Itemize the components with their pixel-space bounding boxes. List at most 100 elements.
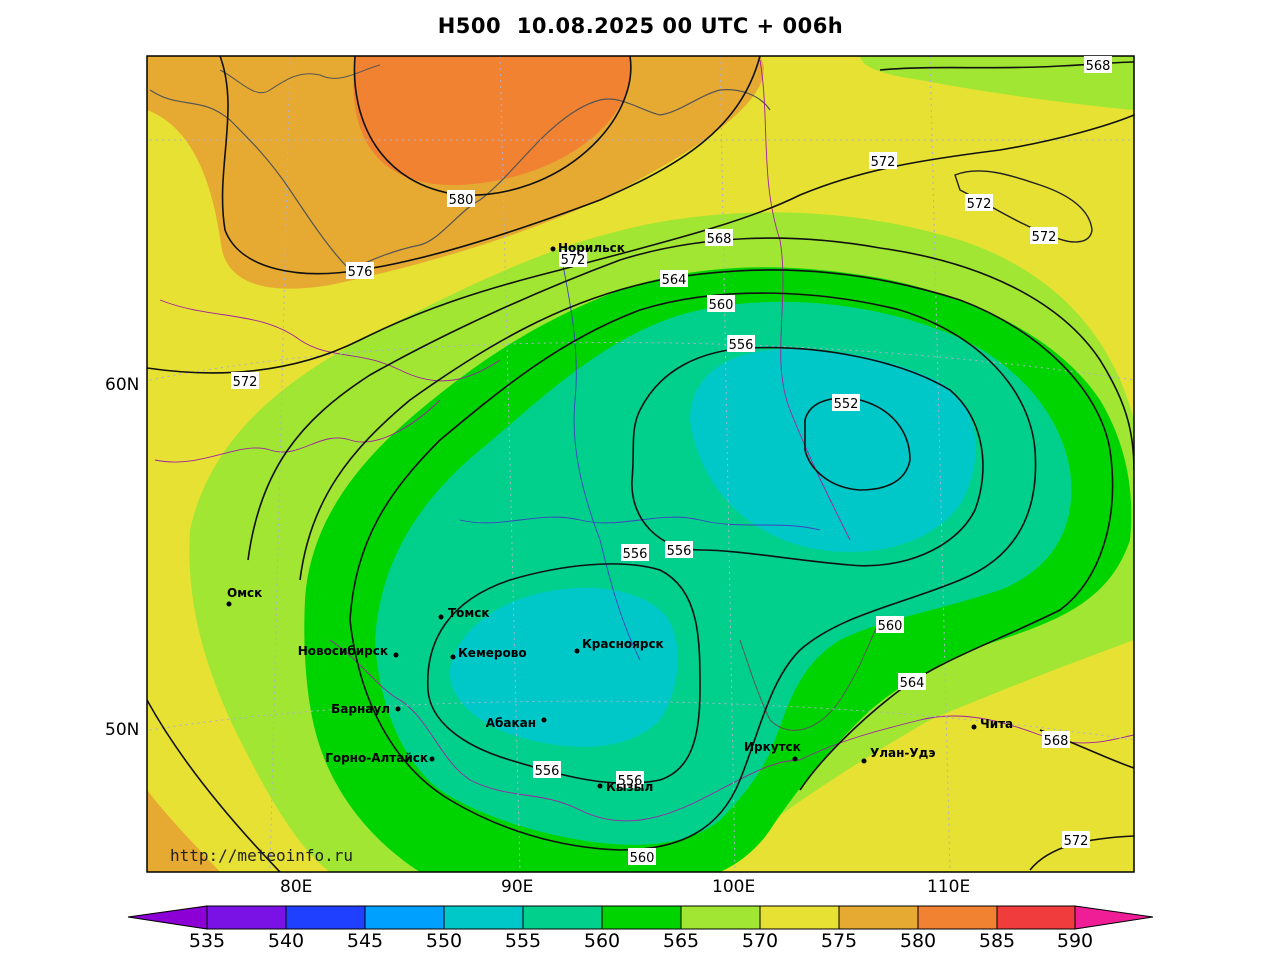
svg-text:Норильск: Норильск <box>558 241 625 255</box>
fill-band-ne-565-570 <box>860 56 1134 110</box>
contour-572-north <box>147 114 1134 374</box>
colorbar-label: 585 <box>978 930 1016 952</box>
fill-band-sw-575-580 <box>147 790 220 872</box>
svg-text:Чита: Чита <box>980 717 1013 731</box>
contour-label: 564 <box>660 270 688 288</box>
contour-label: 572 <box>231 372 259 390</box>
contour-560 <box>349 292 1037 851</box>
colorbar-segment <box>364 905 445 930</box>
contour-label: 568 <box>1042 731 1070 749</box>
svg-text:560: 560 <box>709 298 734 313</box>
svg-text:Горно-Алтайск: Горно-Алтайск <box>325 751 428 765</box>
colorbar-label: 560 <box>583 930 621 952</box>
colorbar-segment <box>206 905 287 930</box>
contour-576 <box>219 56 761 275</box>
colorbar-extend-high <box>1074 905 1154 930</box>
contour-556-south <box>427 563 701 785</box>
geopotential-field <box>147 56 1134 872</box>
svg-text:Томск: Томск <box>448 606 490 620</box>
geography-layer <box>149 56 1134 872</box>
city-kyzyl: Кызыл <box>597 780 653 794</box>
colorbar-segment <box>680 905 761 930</box>
city-kemerovo: Кемерово <box>450 646 527 660</box>
contour-label: 572 <box>1030 227 1058 245</box>
lat-label-60n: 60N <box>105 375 140 395</box>
contour-labels: 580 576 572 572 572 572 572 572 568 568 … <box>231 56 1112 866</box>
colorbar-segment <box>996 905 1076 930</box>
lon-label-80e: 80E <box>280 877 313 897</box>
contour-label: 556 <box>621 544 649 562</box>
svg-text:Иркутск: Иркутск <box>744 740 801 754</box>
svg-text:556: 556 <box>618 774 643 789</box>
contour-label: 572 <box>965 194 993 212</box>
contour-label: 552 <box>832 394 860 412</box>
graticule-lat <box>149 139 1134 741</box>
contour-label: 576 <box>346 262 374 280</box>
lon-label-90e: 90E <box>501 877 534 897</box>
colorbar-label: 565 <box>662 930 700 952</box>
svg-text:564: 564 <box>662 273 687 288</box>
city-irkutsk: Иркутск <box>744 740 801 762</box>
map-title: H500 10.08.2025 00 UTC + 006h <box>437 14 844 38</box>
svg-text:Барнаул: Барнаул <box>331 702 390 716</box>
map-frame <box>146 55 1135 873</box>
svg-text:Омск: Омск <box>227 586 262 600</box>
svg-text:Улан-Удэ: Улан-Удэ <box>870 746 935 760</box>
colorbar-label: 590 <box>1056 930 1094 952</box>
svg-text:Кызыл: Кызыл <box>606 780 653 794</box>
contour-island-572 <box>954 170 1093 243</box>
fill-band-se-570-575 <box>940 780 1134 872</box>
svg-text:564: 564 <box>900 676 925 691</box>
admin-border-4 <box>799 715 1134 761</box>
svg-text:580: 580 <box>449 193 474 208</box>
svg-text:556: 556 <box>535 764 560 779</box>
city-abakan: Абакан <box>486 716 547 730</box>
colorbar-label: 545 <box>346 930 384 952</box>
contour-564 <box>299 269 1114 791</box>
contour-label: 560 <box>876 616 904 634</box>
graticule-lon <box>269 56 951 872</box>
svg-text:560: 560 <box>878 619 903 634</box>
city-novosibirsk: Новосибирск <box>298 644 399 658</box>
lon-label-100e: 100E <box>712 877 756 897</box>
admin-border-2 <box>159 299 501 382</box>
colorbar <box>127 905 1154 930</box>
svg-text:572: 572 <box>1032 230 1057 245</box>
city-ulan-ude: Улан-Удэ <box>861 746 935 764</box>
fill-band-550-555-south <box>449 587 678 747</box>
contour-556-north <box>631 346 984 567</box>
contour-label: 560 <box>628 848 656 866</box>
contour-label: 572 <box>1062 831 1090 849</box>
colorbar-segment <box>522 905 603 930</box>
contour-label: 560 <box>707 295 735 313</box>
city-gorno-altaysk: Горно-Алтайск <box>325 751 435 765</box>
coastline-north <box>219 64 381 94</box>
svg-text:Кемерово: Кемерово <box>458 646 527 660</box>
lon-label-110e: 110E <box>927 877 971 897</box>
watermark-url: http://meteoinfo.ru <box>170 846 353 865</box>
contour-label: 572 <box>559 250 587 268</box>
city-chita: Чита <box>971 717 1013 731</box>
svg-text:572: 572 <box>1064 834 1089 849</box>
svg-text:568: 568 <box>707 232 732 247</box>
contour-label: 572 <box>869 152 897 170</box>
contour-label: 564 <box>898 673 926 691</box>
contour-572-sw <box>147 699 281 872</box>
lat-label-50n: 50N <box>105 720 140 740</box>
city-omsk: Омск <box>226 586 262 607</box>
svg-text:568: 568 <box>1044 734 1069 749</box>
colorbar-extend-low <box>127 905 208 930</box>
contour-label: 556 <box>727 335 755 353</box>
colorbar-label: 580 <box>899 930 937 952</box>
city-norilsk: Норильск <box>550 241 625 255</box>
contour-label: 568 <box>1084 56 1112 74</box>
colorbar-label: 575 <box>820 930 858 952</box>
contour-label: 556 <box>533 761 561 779</box>
colorbar-label: 570 <box>741 930 779 952</box>
svg-text:572: 572 <box>967 197 992 212</box>
svg-text:Новосибирск: Новосибирск <box>298 644 388 658</box>
contour-label: 556 <box>616 771 644 789</box>
colorbar-label: 550 <box>425 930 463 952</box>
svg-text:556: 556 <box>667 544 692 559</box>
